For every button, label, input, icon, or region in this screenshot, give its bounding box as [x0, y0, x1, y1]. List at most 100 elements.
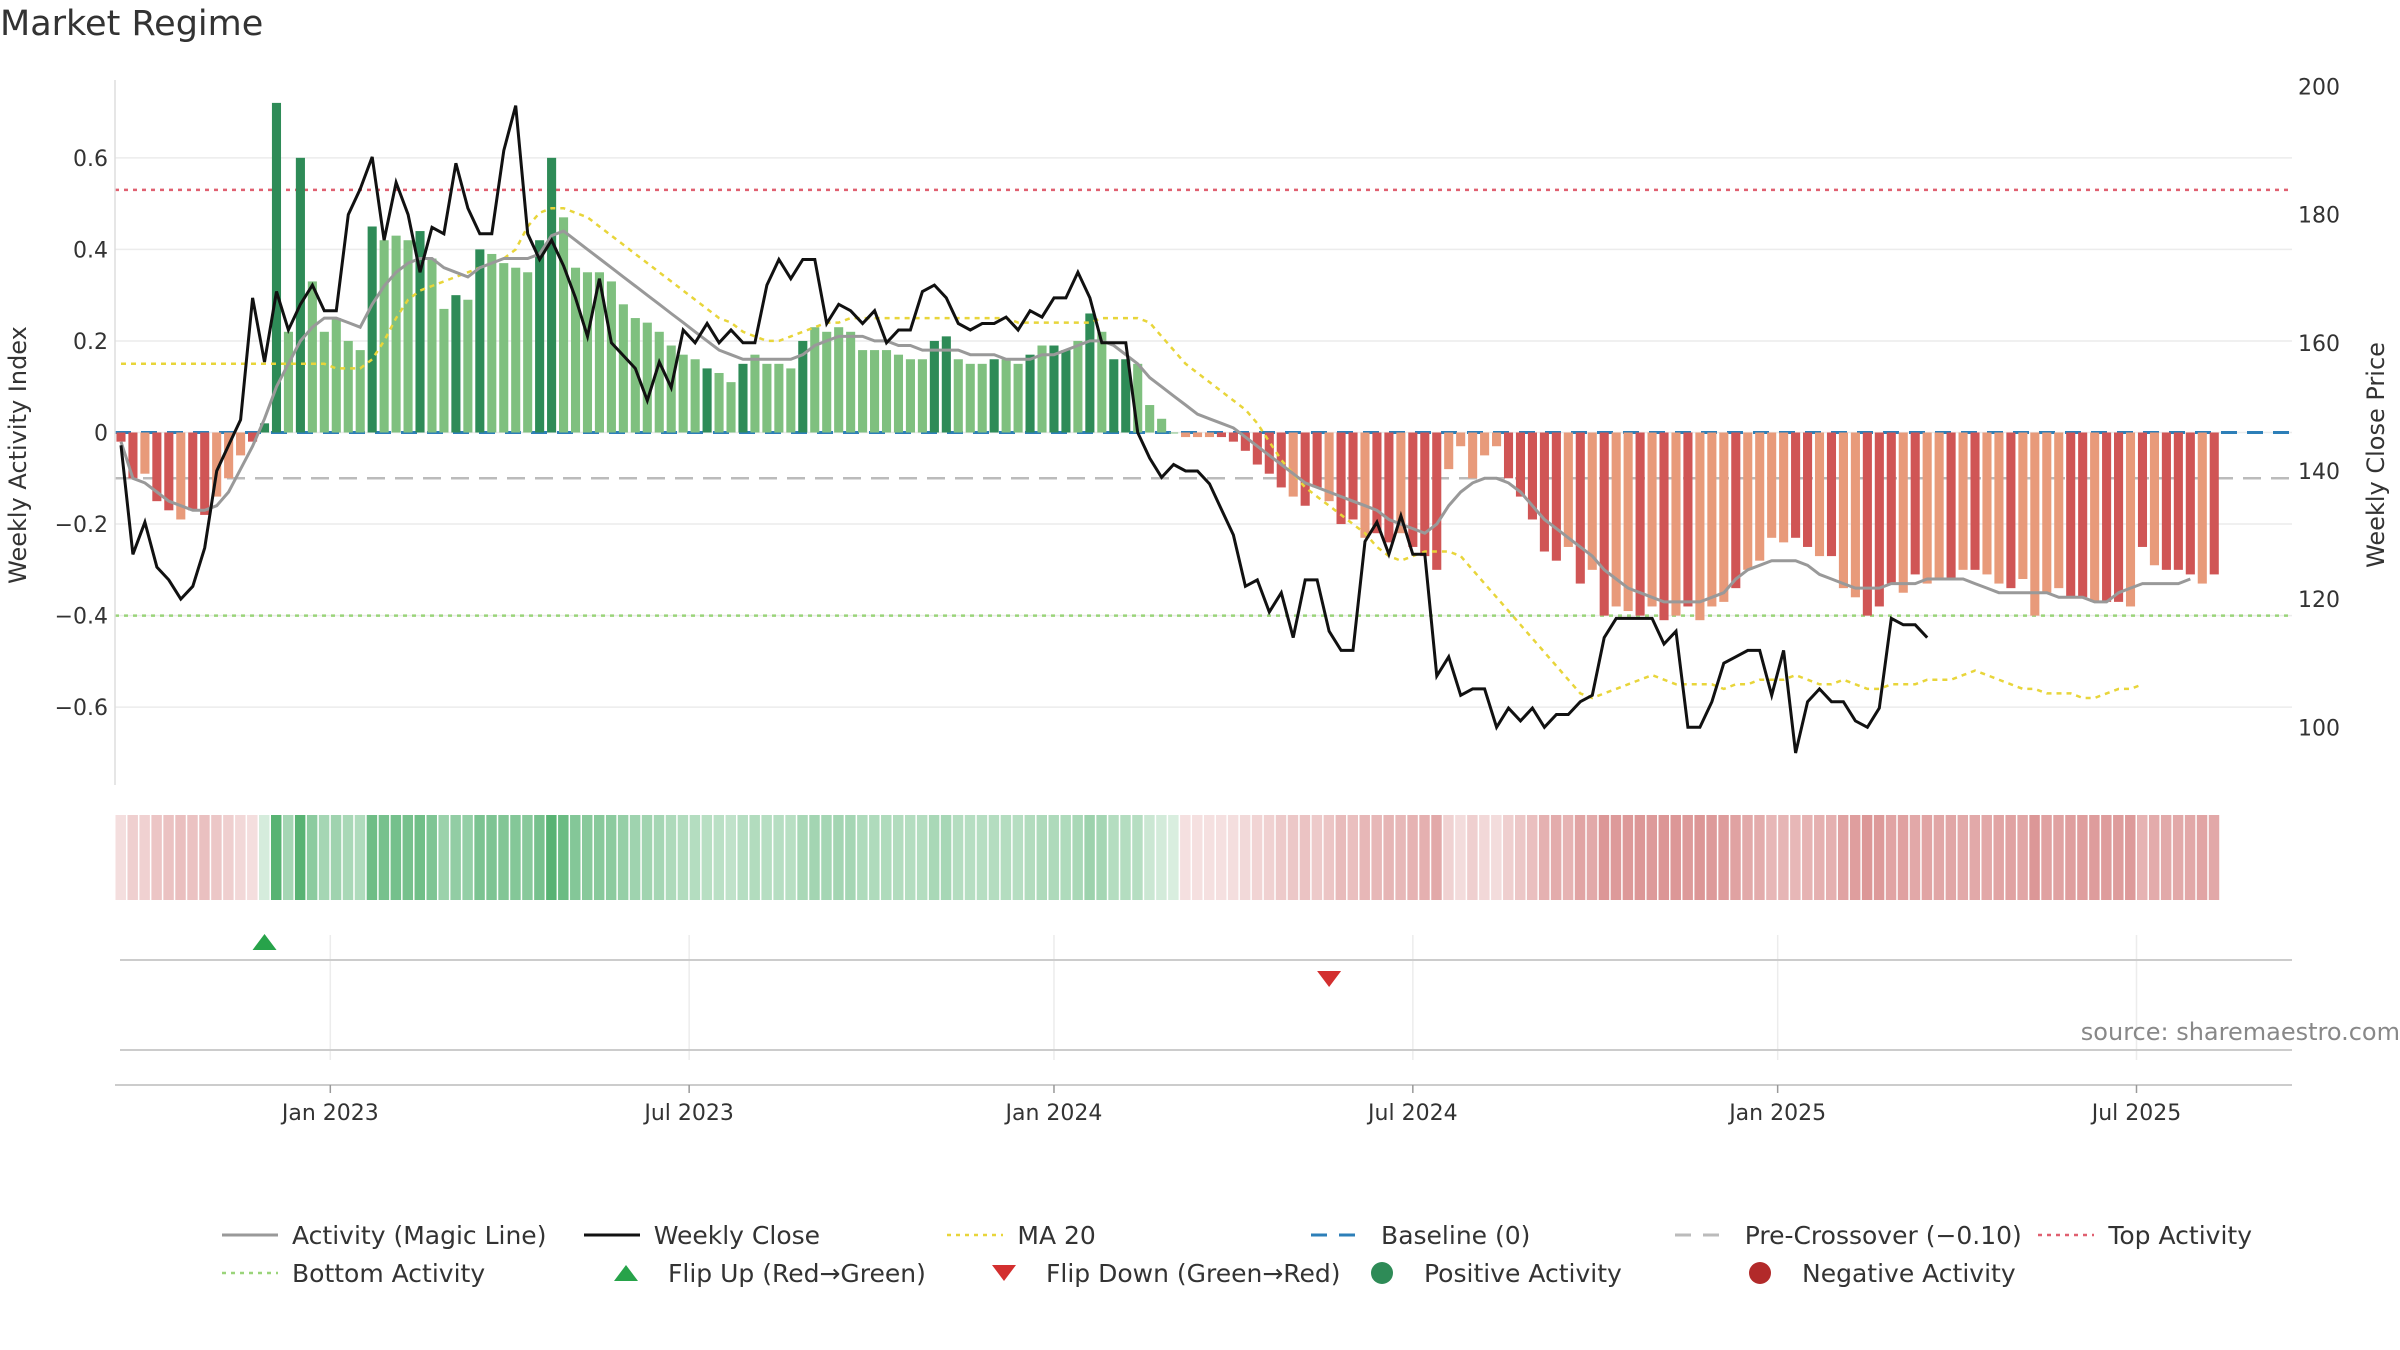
activity-bar	[881, 350, 892, 433]
regime-strip-cell	[546, 815, 557, 900]
activity-bar	[702, 368, 712, 433]
reference-lines	[115, 188, 2292, 617]
activity-bar	[726, 382, 736, 433]
activity-bar	[1372, 432, 1382, 534]
activity-bar	[427, 258, 437, 433]
regime-strip-cell	[1407, 815, 1418, 900]
y2-tick-label: 120	[2298, 588, 2340, 613]
regime-strip-cell	[558, 815, 569, 900]
activity-bar	[140, 432, 150, 474]
regime-strip-cell	[809, 815, 820, 900]
activity-bar	[1515, 432, 1526, 497]
activity-bar	[1384, 432, 1394, 543]
regime-strip-cell	[211, 815, 222, 900]
activity-bar	[1503, 432, 1514, 479]
activity-bar	[2125, 432, 2136, 607]
activity-bar	[1181, 432, 1191, 438]
x-tick-label: Jul 2024	[1366, 1101, 1458, 1126]
activity-bar	[343, 340, 353, 433]
regime-strip-cell	[486, 815, 497, 900]
activity-bar	[905, 359, 915, 433]
regime-strip-cell	[2125, 815, 2136, 900]
regime-strip-cell	[1263, 815, 1275, 900]
activity-bar	[1755, 432, 1765, 561]
regime-strip-cell	[271, 815, 282, 900]
activity-bar	[1061, 350, 1071, 433]
regime-strip-cell	[1431, 815, 1442, 900]
legend-row: Activity (Magic Line) Weekly Close MA 20 Ba…	[220, 1216, 2400, 1254]
activity-bar	[1324, 432, 1334, 502]
regime-strip-cell	[1730, 815, 1741, 900]
regime-strip-cell	[665, 815, 677, 900]
activity-bar	[1850, 432, 1860, 598]
activity-bar	[331, 318, 341, 433]
legend-swatch-icon	[222, 1233, 278, 1237]
regime-strip-cell	[1036, 815, 1047, 900]
activity-bar	[1707, 432, 1717, 607]
legend-swatch-icon	[2038, 1233, 2095, 1237]
regime-strip-cell	[2041, 815, 2052, 900]
activity-bar	[1647, 432, 1657, 607]
regime-strip-cell	[390, 815, 402, 900]
regime-strip-cell	[151, 815, 162, 900]
regime-strip-cell	[737, 815, 748, 900]
regime-strip-cell	[1515, 815, 1526, 900]
regime-strip-cell	[1814, 815, 1825, 900]
regime-strip-cell	[1299, 815, 1311, 900]
y-tick-label: −0.4	[55, 605, 108, 630]
regime-strip-cell	[115, 815, 126, 900]
activity-bar	[1587, 432, 1597, 570]
regime-strip-cell	[928, 815, 940, 900]
legend-item: Weekly Close	[582, 1221, 946, 1250]
y-tick-label: 0.6	[73, 147, 108, 172]
regime-strip-cell	[617, 815, 629, 900]
regime-strip-cell	[2077, 815, 2088, 900]
regime-strip-cell	[342, 815, 354, 900]
activity-bar	[2185, 432, 2195, 575]
regime-strip-cell	[857, 815, 868, 900]
legend-item: MA 20	[945, 1221, 1309, 1250]
activity-bar	[1408, 432, 1418, 547]
activity-bar	[714, 372, 724, 433]
activity-bar	[1013, 363, 1023, 433]
regime-strip-cell	[2113, 815, 2124, 900]
activity-bar	[1396, 432, 1406, 534]
regime-strip-cell	[988, 815, 1000, 900]
regime-strip-cell	[1048, 815, 1059, 900]
activity-bar	[810, 327, 820, 433]
regime-strip-cell	[1215, 815, 1227, 900]
regime-strip-cell	[1706, 815, 1717, 900]
activity-bar	[2090, 432, 2100, 602]
activity-bar	[1922, 432, 1932, 584]
activity-bar	[212, 432, 222, 497]
regime-strip-cell	[1921, 815, 1933, 900]
regime-strip-cell	[2137, 815, 2148, 900]
regime-strip-cell	[175, 815, 186, 900]
activity-bar	[1097, 331, 1107, 433]
activity-bar	[1360, 432, 1370, 538]
x-tick-label: Jan 2025	[1727, 1101, 1826, 1126]
activity-bar	[630, 318, 640, 433]
regime-strip-cell	[1837, 815, 1849, 900]
x-tick-label: Jan 2024	[1004, 1101, 1103, 1126]
legend-swatch-icon	[992, 1265, 1016, 1281]
regime-strip-cell	[1574, 815, 1586, 900]
regime-strip-cell	[1323, 815, 1335, 900]
activity-bar	[1994, 432, 2004, 584]
regime-strip-cell	[1586, 815, 1598, 900]
regime-strip-cell	[881, 815, 892, 900]
activity-bar	[259, 423, 270, 433]
regime-strip-cell	[2029, 815, 2040, 900]
regime-strip-cell	[1108, 815, 1119, 900]
activity-bar	[1432, 432, 1442, 570]
activity-bar	[1252, 432, 1262, 465]
regime-strip-cell	[282, 815, 294, 900]
regime-strip-cell	[1861, 815, 1873, 900]
regime-strip-cell	[785, 815, 796, 900]
activity-bar	[2030, 432, 2040, 616]
magic-line	[119, 229, 2191, 604]
activity-bar	[164, 432, 174, 511]
activity-bar	[1192, 432, 1203, 438]
regime-strip-cell	[869, 815, 880, 900]
regime-strip-cell	[1682, 815, 1693, 900]
